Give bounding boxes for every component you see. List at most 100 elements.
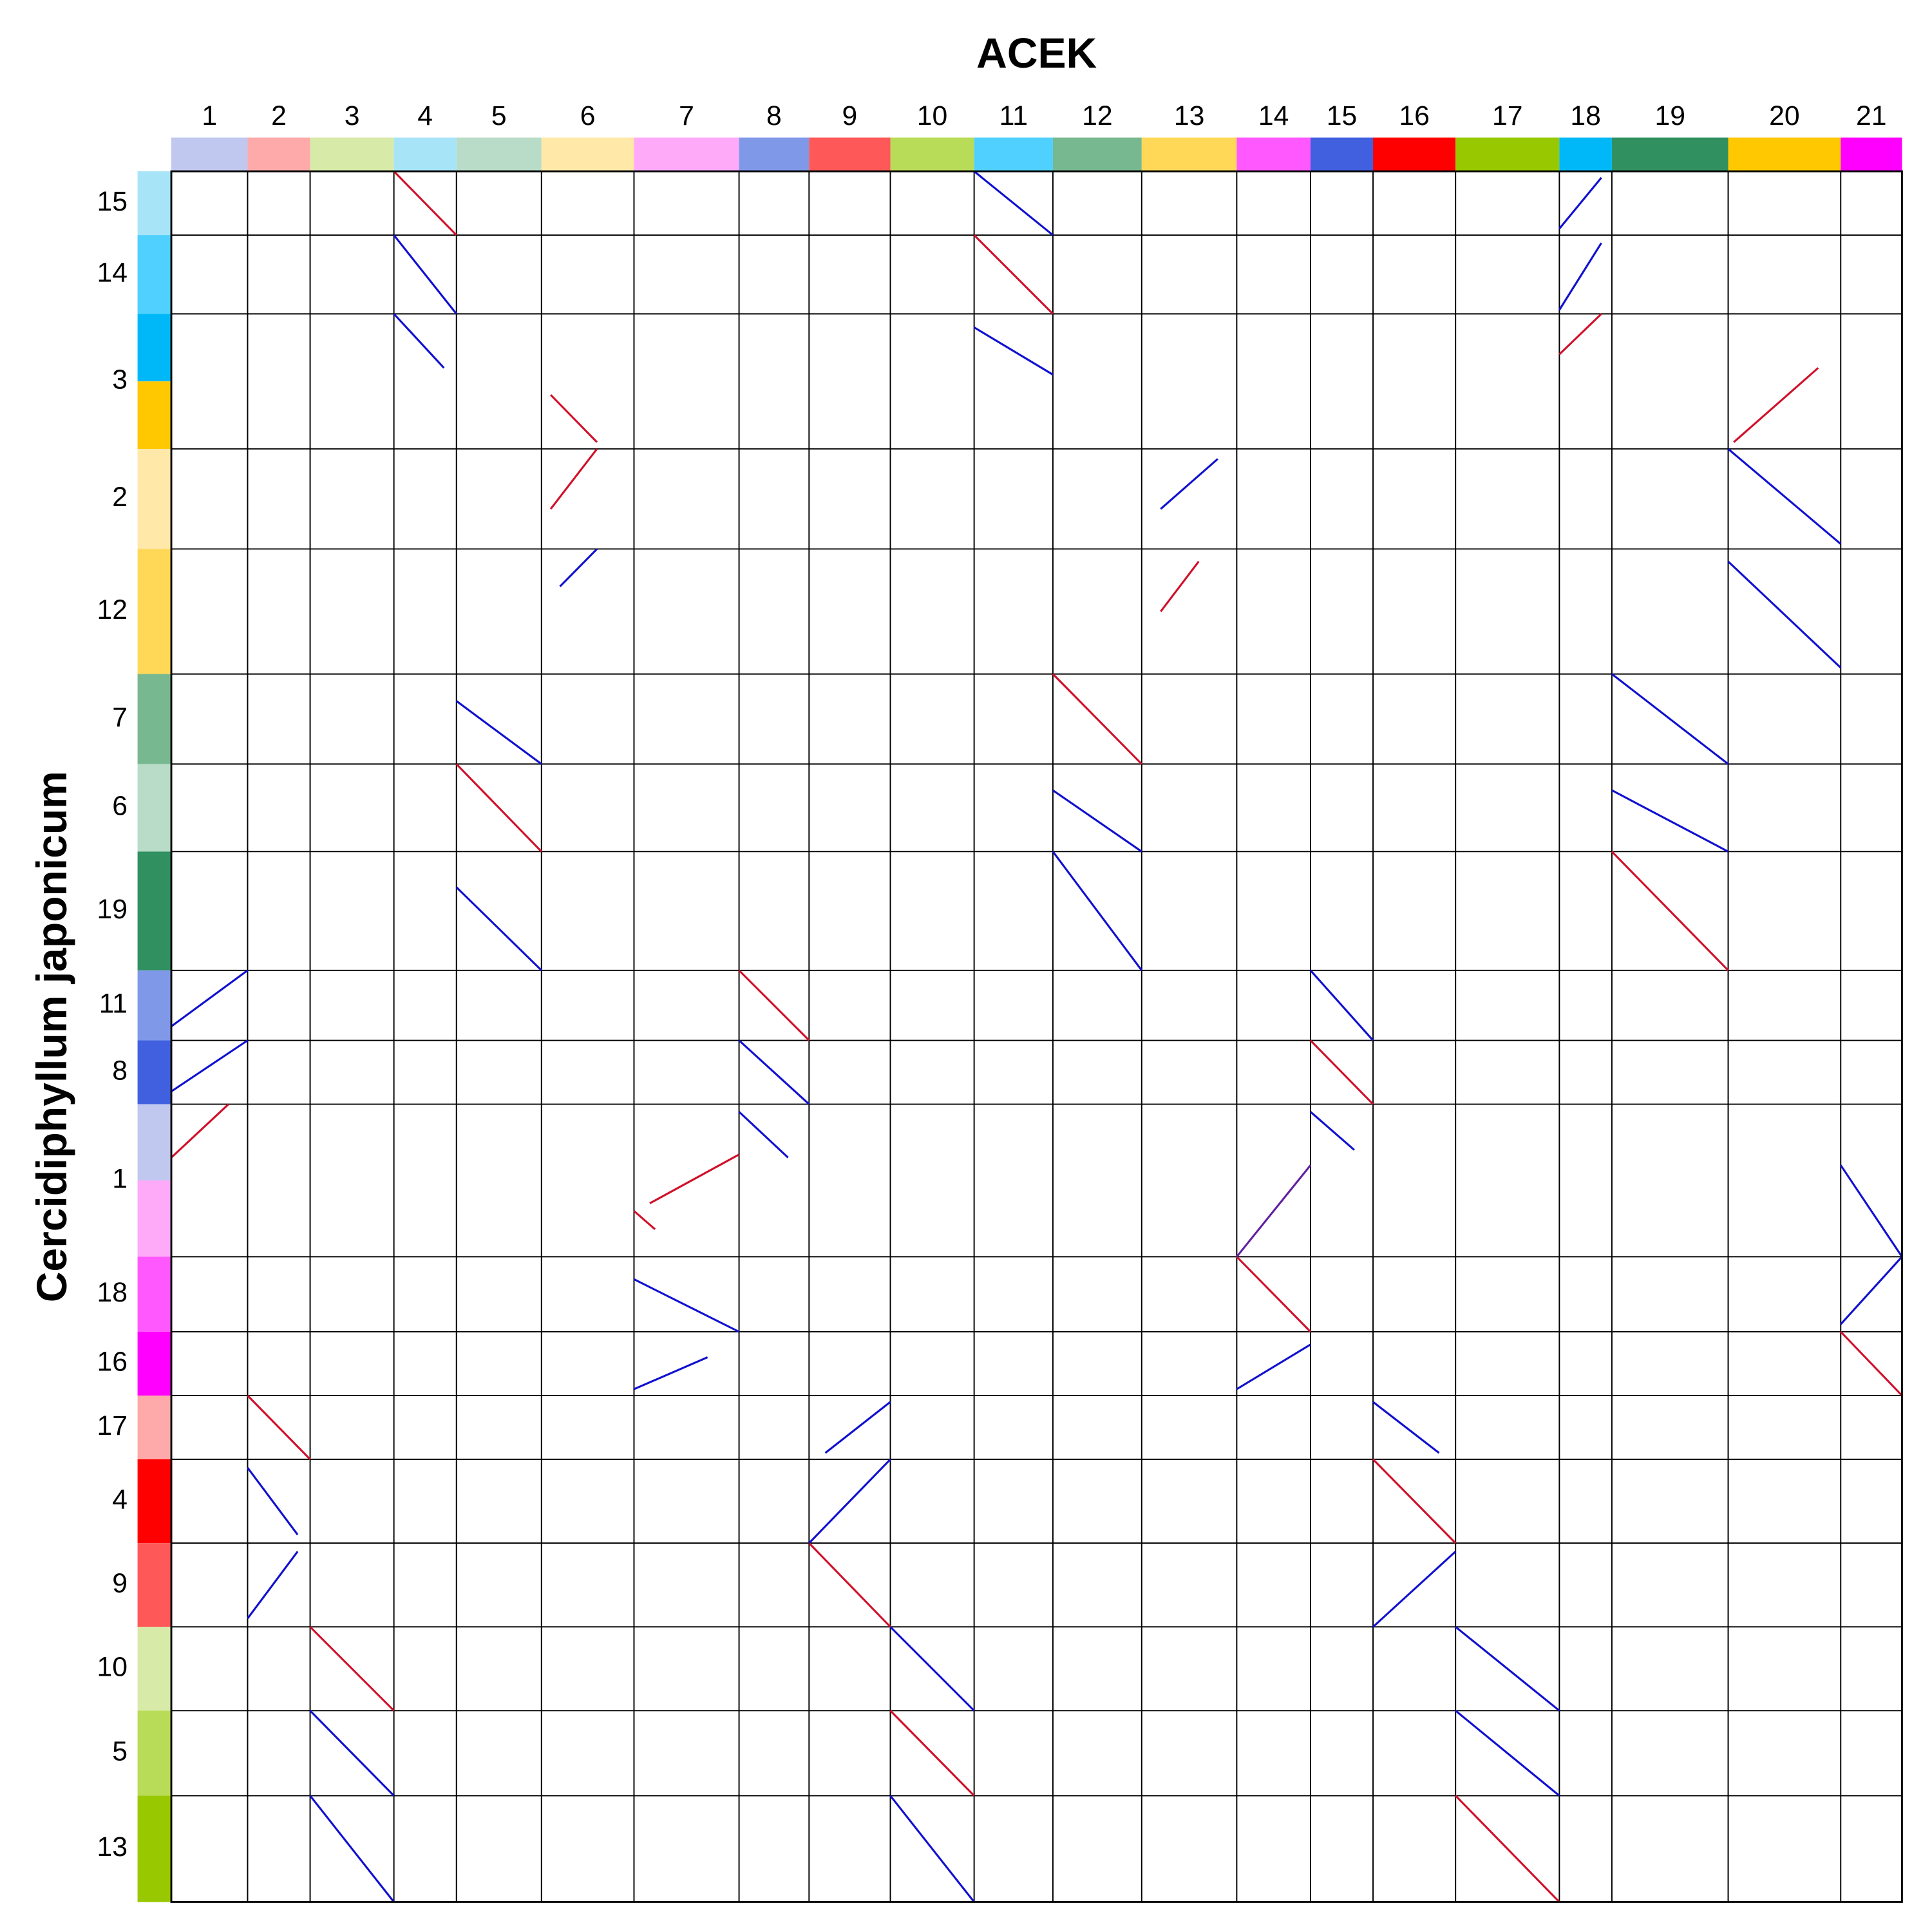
x-tick-label: 20 bbox=[1769, 100, 1800, 131]
x-tick-label: 14 bbox=[1258, 100, 1289, 131]
x-chromosome-bar bbox=[171, 137, 248, 172]
y-tick-label: 14 bbox=[97, 257, 128, 288]
x-chromosome-bar bbox=[1373, 137, 1456, 172]
synteny-block bbox=[1611, 673, 1729, 765]
synteny-block bbox=[247, 1394, 311, 1461]
synteny-block bbox=[1052, 789, 1142, 853]
synteny-block bbox=[1840, 1331, 1903, 1397]
y-tick-label: 18 bbox=[97, 1277, 128, 1308]
y-chromosome-bar bbox=[137, 314, 172, 382]
synteny-block bbox=[824, 1401, 891, 1454]
x-chromosome-bar bbox=[247, 137, 310, 172]
x-chromosome-bar bbox=[974, 137, 1053, 172]
y-chromosome-bar bbox=[137, 1543, 172, 1627]
y-tick-label: 4 bbox=[112, 1484, 128, 1515]
x-tick-label: 6 bbox=[580, 100, 596, 131]
synteny-block bbox=[1372, 1401, 1440, 1454]
synteny-block bbox=[309, 1626, 395, 1712]
y-chromosome-bar bbox=[137, 1104, 172, 1181]
synteny-block bbox=[1052, 851, 1143, 971]
x-chromosome-bar bbox=[1455, 137, 1560, 172]
synteny-block bbox=[1611, 851, 1729, 971]
synteny-block bbox=[633, 1210, 656, 1230]
synteny-block bbox=[1839, 1164, 1903, 1258]
y-chromosome-bar bbox=[137, 549, 172, 674]
y-tick-label: 13 bbox=[97, 1832, 128, 1862]
synteny-block bbox=[889, 1795, 975, 1903]
x-tick-label: 7 bbox=[679, 100, 694, 131]
x-tick-label: 5 bbox=[491, 100, 507, 131]
synteny-block bbox=[170, 1103, 229, 1159]
synteny-block bbox=[738, 1039, 810, 1105]
synteny-block bbox=[1052, 673, 1142, 765]
y-chromosome-bar bbox=[137, 1459, 172, 1544]
y-chromosome-bar bbox=[137, 1180, 172, 1257]
y-chromosome-bar bbox=[137, 381, 172, 450]
y-chromosome-bar bbox=[137, 1395, 172, 1460]
x-chromosome-bar bbox=[1236, 137, 1311, 172]
y-chromosome-bar bbox=[137, 1627, 172, 1711]
synteny-block bbox=[1309, 1111, 1355, 1151]
synteny-block bbox=[633, 1278, 740, 1333]
synteny-block bbox=[393, 170, 457, 236]
synteny-block bbox=[1455, 1710, 1560, 1797]
synteny-block bbox=[455, 700, 542, 765]
x-tick-label: 4 bbox=[417, 100, 433, 131]
x-chromosome-bar bbox=[1728, 137, 1841, 172]
synteny-block bbox=[549, 448, 598, 510]
synteny-block bbox=[455, 886, 542, 971]
y-chromosome-bar bbox=[137, 1331, 172, 1396]
x-chromosome-bar bbox=[1841, 137, 1902, 172]
synteny-block bbox=[1236, 1164, 1312, 1258]
x-chromosome-bar bbox=[1310, 137, 1374, 172]
x-chromosome-bar bbox=[393, 137, 457, 172]
y-tick-label: 6 bbox=[112, 791, 128, 822]
synteny-block bbox=[1372, 1458, 1457, 1544]
y-axis-label: Cercidiphyllum japonicum bbox=[28, 771, 75, 1302]
y-chromosome-bar bbox=[137, 1040, 172, 1104]
synteny-block bbox=[1160, 560, 1200, 612]
synteny-block bbox=[889, 1626, 975, 1712]
synteny-block bbox=[808, 1458, 891, 1544]
synteny-block bbox=[1455, 1795, 1560, 1903]
x-chromosome-bar bbox=[634, 137, 739, 172]
x-chromosome-bar bbox=[1559, 137, 1612, 172]
synteny-block bbox=[973, 327, 1054, 376]
synteny-block bbox=[550, 394, 598, 443]
x-chromosome-bar bbox=[809, 137, 891, 172]
y-chromosome-bar bbox=[137, 851, 172, 971]
y-chromosome-bar bbox=[137, 449, 172, 549]
y-tick-label: 7 bbox=[112, 702, 128, 733]
y-chromosome-bar bbox=[137, 235, 172, 314]
synteny-block bbox=[559, 548, 598, 587]
x-chromosome-bar bbox=[456, 137, 542, 172]
x-chromosome-bar bbox=[1141, 137, 1237, 172]
x-tick-label: 13 bbox=[1174, 100, 1205, 131]
y-tick-label: 9 bbox=[112, 1567, 128, 1598]
x-chromosome-bar bbox=[1052, 137, 1142, 172]
synteny-block bbox=[247, 1551, 299, 1620]
y-tick-label: 5 bbox=[112, 1736, 128, 1767]
synteny-block bbox=[1558, 242, 1602, 311]
synteny-block bbox=[738, 969, 810, 1041]
y-tick-label: 8 bbox=[112, 1055, 128, 1086]
synteny-block bbox=[1309, 969, 1374, 1041]
synteny-block bbox=[649, 1153, 740, 1204]
synteny-block bbox=[309, 1795, 395, 1903]
y-chromosome-bar bbox=[137, 1710, 172, 1796]
x-tick-label: 3 bbox=[345, 100, 360, 131]
synteny-block bbox=[393, 234, 457, 315]
synteny-block bbox=[1840, 1256, 1903, 1325]
synteny-block bbox=[973, 234, 1054, 315]
y-tick-label: 1 bbox=[112, 1163, 128, 1194]
synteny-block bbox=[973, 170, 1054, 236]
x-tick-label: 12 bbox=[1082, 100, 1113, 131]
synteny-block bbox=[1236, 1256, 1312, 1333]
x-tick-label: 15 bbox=[1327, 100, 1358, 131]
x-tick-label: 21 bbox=[1856, 100, 1887, 131]
y-chromosome-bar bbox=[137, 674, 172, 764]
x-tick-label: 17 bbox=[1492, 100, 1523, 131]
y-tick-label: 15 bbox=[97, 186, 128, 217]
